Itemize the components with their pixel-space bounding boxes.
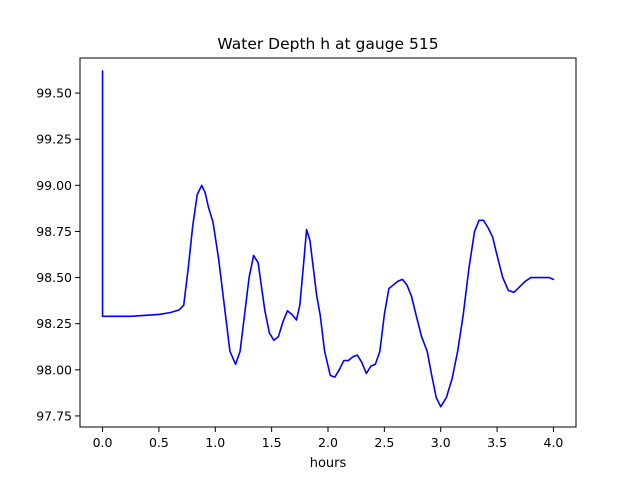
- y-tick-label: 98.25: [36, 316, 72, 331]
- x-tick-label: 3.5: [487, 435, 507, 450]
- y-axis-ticks: 97.75 98.00 98.25 98.50 98.75 99.00 99.25 99.50: [36, 86, 80, 423]
- y-tick-label: 97.75: [36, 408, 72, 423]
- x-tick-label: 4.0: [544, 435, 564, 450]
- x-tick-label: 0.5: [149, 435, 169, 450]
- chart-title: Water Depth h at gauge 515: [217, 35, 438, 53]
- y-tick-label: 99.50: [36, 86, 72, 101]
- y-tick-label: 99.00: [36, 178, 72, 193]
- x-tick-label: 2.0: [318, 435, 338, 450]
- y-tick-label: 98.50: [36, 270, 72, 285]
- x-tick-label: 0.0: [93, 435, 113, 450]
- y-tick-label: 98.00: [36, 362, 72, 377]
- x-tick-label: 2.5: [374, 435, 394, 450]
- x-axis-ticks: 0.0 0.5 1.0 1.5 2.0 2.5 3.0 3.5 4.0: [93, 427, 564, 450]
- x-tick-label: 1.0: [205, 435, 225, 450]
- x-tick-label: 3.0: [431, 435, 451, 450]
- x-tick-label: 1.5: [262, 435, 282, 450]
- plot-frame: [79, 57, 577, 428]
- y-tick-label: 98.75: [36, 224, 72, 239]
- y-tick-label: 99.25: [36, 132, 72, 147]
- x-axis-label: hours: [310, 456, 347, 471]
- series-line-water-depth: [101, 70, 555, 408]
